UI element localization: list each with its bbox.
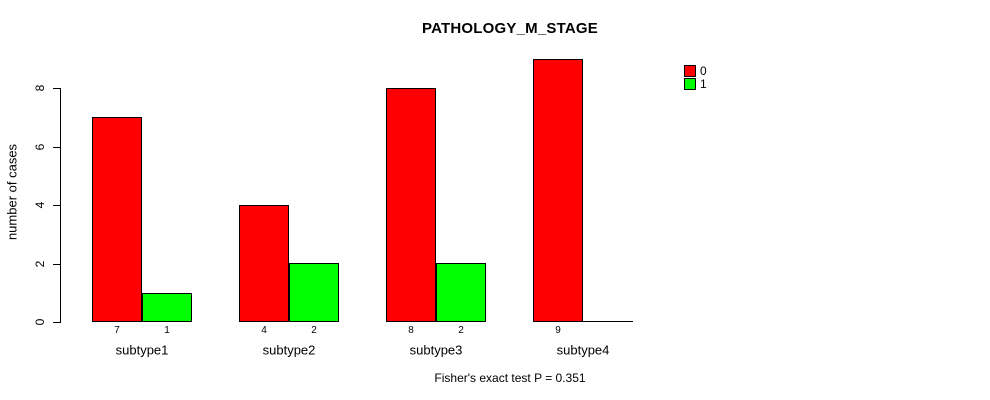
y-axis-tick [53, 147, 60, 148]
bar-subtype1-series0 [92, 117, 142, 322]
legend: 0 1 [684, 65, 707, 91]
category-label-subtype3: subtype3 [409, 342, 463, 358]
y-axis-tick-label: 2 [33, 260, 47, 268]
legend-item-1: 1 [684, 78, 707, 90]
bar-subtype1-series1 [142, 293, 192, 322]
y-axis-tick-label: 6 [33, 143, 47, 151]
y-axis-tick [53, 322, 60, 323]
y-axis-tick [53, 205, 60, 206]
bar-subtype3-series1 [436, 263, 486, 322]
legend-label-1: 1 [700, 77, 707, 91]
category-label-subtype4: subtype4 [556, 342, 610, 358]
bar-subtype4-series0 [533, 59, 583, 322]
y-axis-line [60, 88, 61, 323]
y-axis-tick-label: 4 [33, 201, 47, 209]
legend-swatch-green [684, 78, 696, 90]
y-axis-tick-label: 0 [33, 318, 47, 326]
y-axis-label: number of cases [4, 143, 20, 241]
y-axis-tick [53, 88, 60, 89]
bar-value-label: 2 [458, 325, 464, 336]
bar-value-label: 1 [164, 325, 170, 336]
y-axis-tick-label: 8 [33, 84, 47, 92]
bar-value-label: 2 [311, 325, 317, 336]
bar-value-label: 7 [114, 325, 120, 336]
category-label-subtype2: subtype2 [262, 342, 316, 358]
legend-item-0: 0 [684, 65, 707, 77]
legend-swatch-red [684, 65, 696, 77]
bar-subtype3-series0 [386, 88, 436, 322]
bar-subtype4-series1-zero [583, 321, 633, 322]
bar-value-label: 9 [555, 325, 561, 336]
stat-annotation: Fisher's exact test P = 0.351 [434, 371, 586, 385]
legend-label-0: 0 [700, 64, 707, 78]
bar-subtype2-series1 [289, 263, 339, 322]
bar-subtype2-series0 [239, 205, 289, 322]
category-label-subtype1: subtype1 [115, 342, 169, 358]
bar-value-label: 4 [261, 325, 267, 336]
bar-value-label: 8 [408, 325, 414, 336]
y-axis-tick [53, 264, 60, 265]
chart-title: PATHOLOGY_M_STAGE [422, 20, 598, 37]
